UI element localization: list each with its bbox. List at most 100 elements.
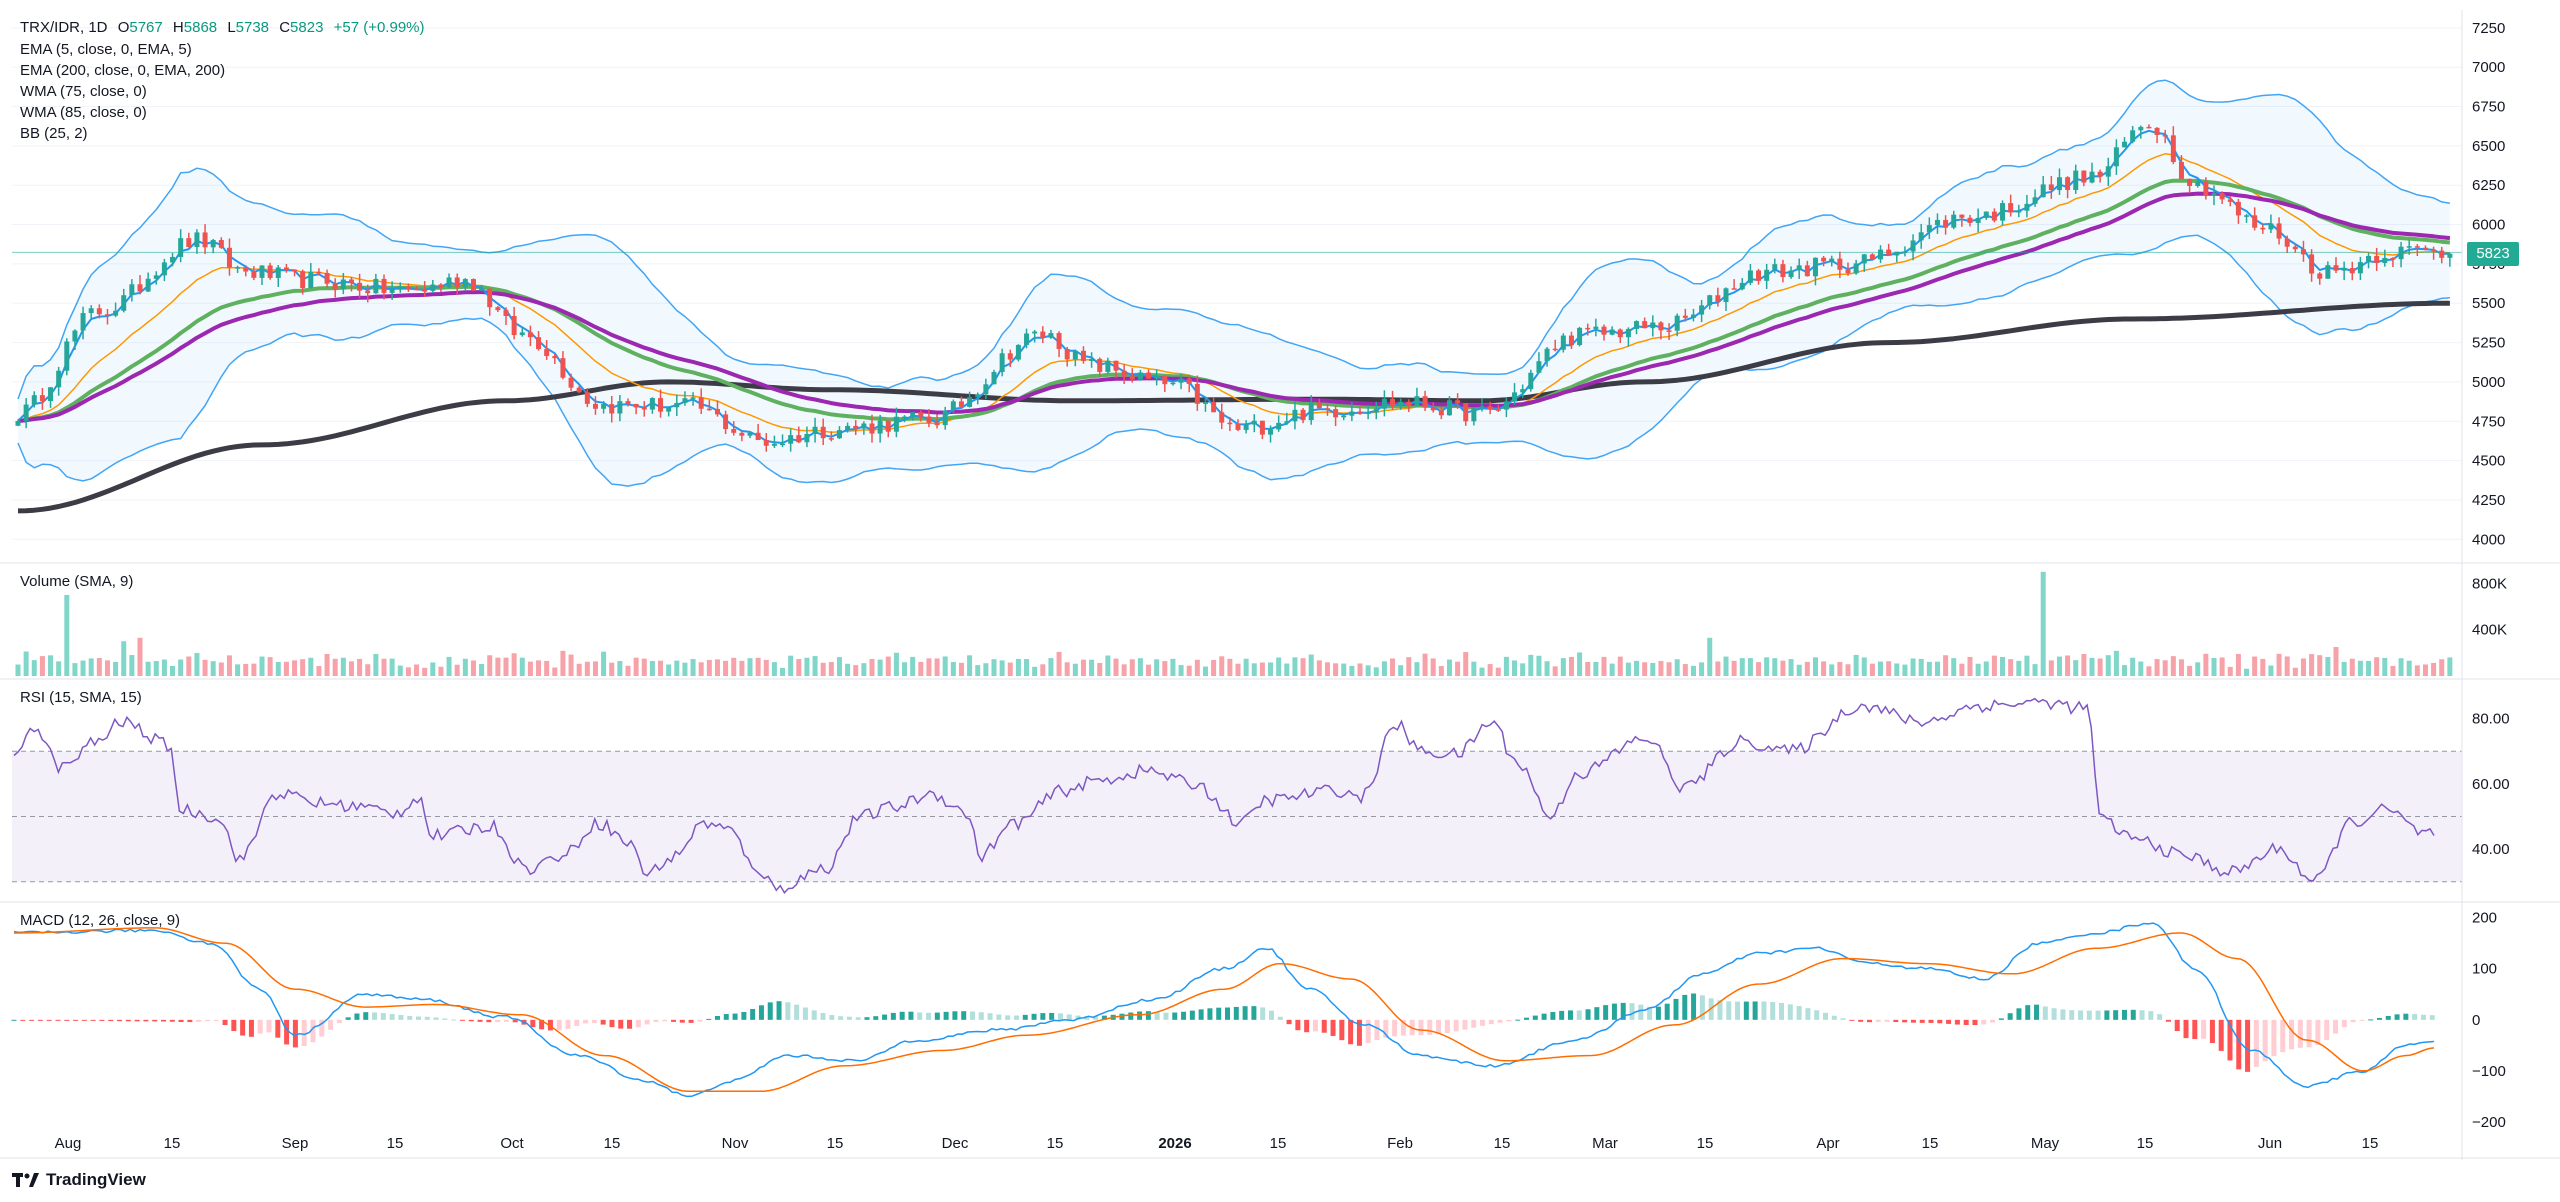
volume-bar [1276,657,1282,676]
candle-body [2349,268,2355,274]
candle-body [1024,333,1030,345]
macd-histogram-bar [547,1019,553,1031]
volume-bar [934,658,940,676]
time-tick-label: Oct [500,1135,524,1152]
candle-body [1544,348,1550,362]
candle-body [1064,348,1070,360]
candle-body [1503,401,1509,410]
candle-body [1105,360,1111,372]
volume-bar [926,658,932,676]
volume-bar [2390,665,2396,676]
macd-histogram-bar [1779,1002,1785,1020]
symbol-legend[interactable]: TRX/IDR, 1D O5767 H5868 L5738 C5823 +57 … [20,19,425,36]
open-label: O [117,19,130,36]
volume-bar [1243,658,1249,676]
volume-bar [2268,665,2274,676]
candle-body [2439,250,2445,258]
candle-body [226,247,232,268]
candle-body [2366,255,2372,263]
candle-body [1463,403,1469,422]
volume-bar [1878,661,1884,676]
candle-body [1471,408,1477,422]
time-tick-label: 15 [1697,1135,1714,1152]
volume-bar [405,667,411,676]
candle-body [80,313,86,331]
candle-body [1479,406,1485,409]
macd-histogram-bar [2034,1004,2040,1020]
volume-bar [1284,663,1290,676]
indicator-ema200[interactable]: EMA (200, close, 0, EMA, 200) [20,62,226,79]
volume-bar [1991,655,1997,676]
macd-histogram-bar [627,1019,633,1029]
macd-histogram-bar [1770,1002,1776,1020]
volume-bar [1308,654,1314,676]
volume-bar [1324,662,1330,676]
candle-body [495,307,501,311]
candle-body [1918,232,1924,241]
macd-histogram-bar [2289,1019,2295,1050]
volume-bar [1780,660,1786,676]
axes: 4000425045004750500052505500575060006250… [0,10,2560,1160]
macd-histogram-bar [240,1019,246,1036]
volume-bar [194,653,200,676]
indicator-wma85[interactable]: WMA (85, close, 0) [20,104,147,121]
macd-histogram-bar [697,1019,703,1022]
macd-histogram-bar [618,1019,624,1029]
candle-body [1837,258,1843,270]
candle-body [714,408,720,415]
indicator-ema5[interactable]: EMA (5, close, 0, EMA, 5) [20,41,192,58]
candle-body [64,341,70,371]
volume-bar [828,661,834,676]
rsi-tick-label: 60.00 [2472,776,2510,793]
rsi-pane-title[interactable]: RSI (15, SMA, 15) [20,689,142,706]
macd-histogram-bar [1154,1012,1160,1020]
macd-pane-title[interactable]: MACD (12, 26, close, 9) [20,912,181,929]
ema200-line [17,300,2450,514]
macd-histogram-bar [846,1016,852,1020]
volume-bar [2317,655,2323,676]
macd-histogram-bar [407,1015,413,1020]
macd-histogram-bar [978,1012,984,1020]
volume-bar [503,657,509,676]
candle-body [1926,225,1932,233]
candle-body [503,310,509,316]
volume-bar [991,659,997,676]
candle-body [430,284,436,291]
macd-histogram-bar [644,1019,650,1025]
macd-histogram-bar [1198,1009,1204,1020]
macd-histogram-bar [1910,1019,1916,1023]
volume-bar [820,662,826,676]
indicator-wma75[interactable]: WMA (75, close, 0) [20,83,147,100]
indicator-bb[interactable]: BB (25, 2) [20,125,88,142]
macd-histogram-bar [2403,1013,2409,1020]
candle-body [2244,215,2250,217]
macd-histogram-bar [1251,1006,1257,1020]
volume-bar [1349,665,1355,676]
volume-bar [1910,658,1916,676]
macd-histogram-bar [1726,1001,1732,1020]
macd-histogram-bar [820,1012,826,1020]
candle-body [1333,409,1339,418]
volume-pane-title[interactable]: Volume (SMA, 9) [20,573,134,590]
volume-bar [698,662,704,676]
tradingview-watermark[interactable]: TradingView [12,1170,146,1190]
candle-body [1186,378,1192,384]
candle-body [1845,269,1851,274]
volume-bar [96,658,102,676]
volume-bar [2398,658,2404,676]
volume-bar [950,661,956,676]
macd-histogram-bar [389,1014,395,1020]
macd-histogram-bar [785,1002,791,1020]
candle-body [2447,253,2453,258]
candle-body [511,315,517,336]
volume-bar [2357,660,2363,676]
volume-bar [1552,666,1558,676]
macd-histogram-bar [372,1012,378,1020]
macd-histogram-bar [1761,1001,1767,1020]
volume-bar [2309,654,2315,676]
macd-histogram-bar [1093,1016,1099,1020]
volume-bar [1943,655,1949,676]
macd-histogram-bar [1348,1019,1354,1045]
candle-body [275,267,281,278]
